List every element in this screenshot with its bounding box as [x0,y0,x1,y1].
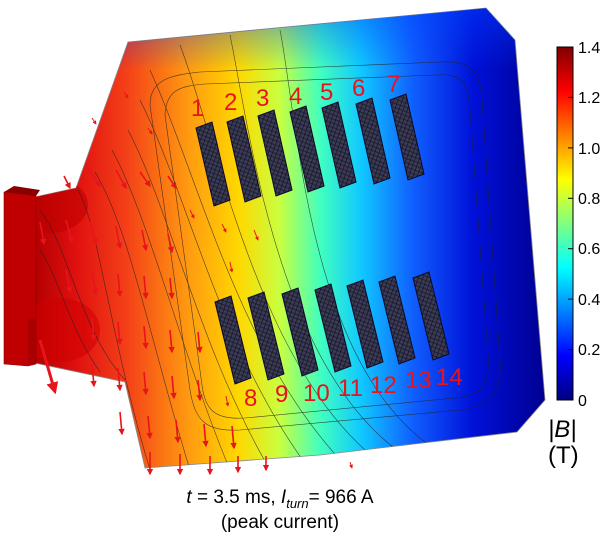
coil-13 [378,275,416,365]
coil-label-6: 6 [352,75,365,102]
coil-row-top [195,93,425,207]
caption-i-value: = 966 A [308,487,374,508]
caption-i-symbol: I [280,487,287,508]
colorbar-tick-0.6: 0.6 [578,241,600,258]
coil-6 [355,97,391,185]
field-arrows [38,91,353,476]
caption-i-subscript: turn [286,495,309,511]
coil-5 [321,101,357,189]
coil-3 [257,109,293,197]
colorbar-tick-0.2: 0.2 [578,342,600,359]
coil-8 [214,295,252,385]
coil-10 [281,287,319,377]
coil-label-13: 13 [405,367,432,394]
coil-9 [247,291,285,381]
colorbar: 1.4 1.2 1.0 0.8 0.6 0.4 0.2 0 [556,40,600,410]
coil-label-7: 7 [387,71,400,98]
caption-t-symbol: t [186,487,192,508]
caption-line-1: t = 3.5 ms, Iturn= 966 A [0,487,560,511]
coil-label-14: 14 [436,364,463,391]
coil-11 [314,283,352,373]
colorbar-tick-1.2: 1.2 [578,90,600,107]
coil-label-10: 10 [303,380,330,407]
coil-1 [195,121,231,207]
coil-label-3: 3 [256,85,269,112]
coil-14 [412,271,450,361]
coil-2 [226,115,262,203]
coil-label-4: 4 [289,83,302,110]
coil-7 [389,93,425,181]
coil-4 [289,105,325,193]
colorbar-tick-0.8: 0.8 [578,191,600,208]
coil-label-8: 8 [244,385,257,412]
colorbar-quantity-label: |B| [548,416,577,443]
colorbar-tick-0: 0 [578,393,587,410]
coil-labels-bottom: 8 9 10 11 12 13 14 [244,364,463,412]
coil-row-bottom [214,271,450,385]
colorbar-gradient [556,46,574,401]
colorbar-tick-1.4: 1.4 [578,40,600,57]
coil-label-5: 5 [320,79,333,106]
coil-labels-top: 1 2 3 4 5 6 7 [191,71,400,122]
colorbar-tick-1.0: 1.0 [578,141,600,158]
coil-12 [346,279,384,369]
caption-t-value: = 3.5 ms, [191,487,281,508]
caption-line-2: (peak current) [220,512,340,533]
coil-label-2: 2 [224,89,237,116]
coil-label-1: 1 [191,95,204,122]
core-region [3,7,546,469]
colorbar-unit-label: (T) [548,442,579,469]
coil-label-11: 11 [338,375,363,402]
coil-label-9: 9 [275,381,288,408]
coil-label-12: 12 [370,372,397,399]
colorbar-tick-0.4: 0.4 [578,292,600,309]
flux-lines [39,29,501,468]
